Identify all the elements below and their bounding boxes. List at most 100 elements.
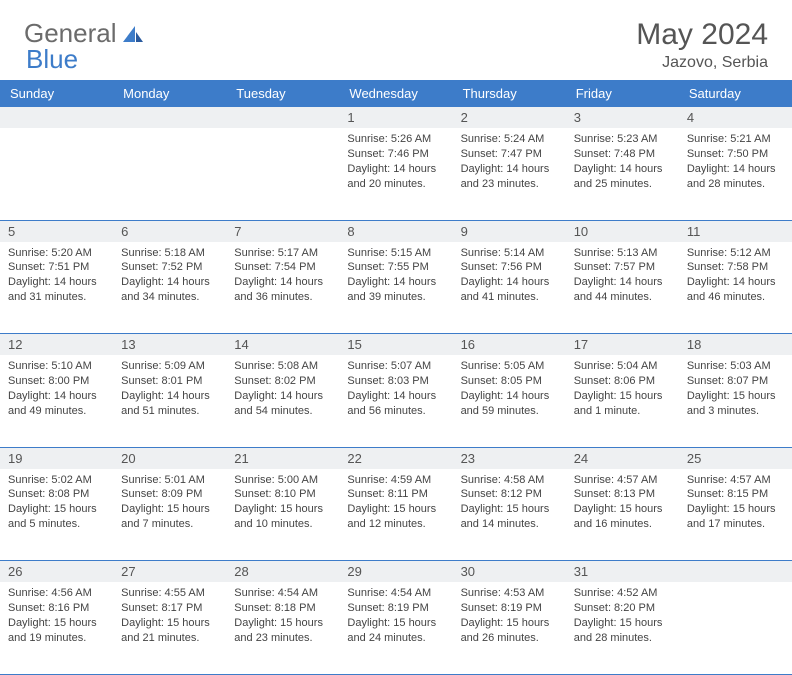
daylight-line: Daylight: 15 hours and 26 minutes. xyxy=(461,616,560,646)
sunrise-line: Sunrise: 5:13 AM xyxy=(574,246,673,261)
day-number xyxy=(0,107,113,128)
day-number-row: 1234 xyxy=(0,107,792,128)
day-details: Sunrise: 5:07 AMSunset: 8:03 PMDaylight:… xyxy=(347,359,446,418)
sunset-line: Sunset: 7:47 PM xyxy=(461,147,560,162)
daylight-line: Daylight: 14 hours and 34 minutes. xyxy=(121,275,220,305)
day-details: Sunrise: 5:09 AMSunset: 8:01 PMDaylight:… xyxy=(121,359,220,418)
sunset-line: Sunset: 7:56 PM xyxy=(461,260,560,275)
sunrise-line: Sunrise: 5:14 AM xyxy=(461,246,560,261)
sunset-line: Sunset: 7:55 PM xyxy=(347,260,446,275)
day-cell: Sunrise: 4:52 AMSunset: 8:20 PMDaylight:… xyxy=(566,582,679,674)
sunrise-line: Sunrise: 5:10 AM xyxy=(8,359,107,374)
sunset-line: Sunset: 8:13 PM xyxy=(574,487,673,502)
day-cell xyxy=(679,582,792,674)
day-number: 13 xyxy=(113,334,226,356)
day-cell: Sunrise: 5:26 AMSunset: 7:46 PMDaylight:… xyxy=(339,128,452,220)
day-cell: Sunrise: 4:53 AMSunset: 8:19 PMDaylight:… xyxy=(453,582,566,674)
sunset-line: Sunset: 8:12 PM xyxy=(461,487,560,502)
day-details: Sunrise: 5:02 AMSunset: 8:08 PMDaylight:… xyxy=(8,473,107,532)
day-number: 21 xyxy=(226,447,339,469)
day-details: Sunrise: 5:00 AMSunset: 8:10 PMDaylight:… xyxy=(234,473,333,532)
sunset-line: Sunset: 8:08 PM xyxy=(8,487,107,502)
sunrise-line: Sunrise: 5:08 AM xyxy=(234,359,333,374)
day-details: Sunrise: 5:01 AMSunset: 8:09 PMDaylight:… xyxy=(121,473,220,532)
sunset-line: Sunset: 8:18 PM xyxy=(234,601,333,616)
sunrise-line: Sunrise: 5:23 AM xyxy=(574,132,673,147)
daylight-line: Daylight: 14 hours and 54 minutes. xyxy=(234,389,333,419)
day-cell: Sunrise: 5:07 AMSunset: 8:03 PMDaylight:… xyxy=(339,355,452,447)
day-details: Sunrise: 5:14 AMSunset: 7:56 PMDaylight:… xyxy=(461,246,560,305)
daylight-line: Daylight: 14 hours and 46 minutes. xyxy=(687,275,786,305)
day-details: Sunrise: 5:15 AMSunset: 7:55 PMDaylight:… xyxy=(347,246,446,305)
day-cell: Sunrise: 5:00 AMSunset: 8:10 PMDaylight:… xyxy=(226,469,339,561)
daylight-line: Daylight: 15 hours and 16 minutes. xyxy=(574,502,673,532)
location: Jazovo, Serbia xyxy=(636,54,768,72)
sunrise-line: Sunrise: 5:18 AM xyxy=(121,246,220,261)
sunset-line: Sunset: 8:05 PM xyxy=(461,374,560,389)
day-content-row: Sunrise: 4:56 AMSunset: 8:16 PMDaylight:… xyxy=(0,582,792,674)
sunset-line: Sunset: 7:57 PM xyxy=(574,260,673,275)
day-details: Sunrise: 5:21 AMSunset: 7:50 PMDaylight:… xyxy=(687,132,786,191)
day-cell: Sunrise: 5:05 AMSunset: 8:05 PMDaylight:… xyxy=(453,355,566,447)
day-details: Sunrise: 5:13 AMSunset: 7:57 PMDaylight:… xyxy=(574,246,673,305)
sunset-line: Sunset: 7:51 PM xyxy=(8,260,107,275)
day-cell: Sunrise: 5:03 AMSunset: 8:07 PMDaylight:… xyxy=(679,355,792,447)
daylight-line: Daylight: 15 hours and 21 minutes. xyxy=(121,616,220,646)
day-number: 20 xyxy=(113,447,226,469)
day-number-row: 262728293031 xyxy=(0,561,792,583)
day-cell: Sunrise: 5:01 AMSunset: 8:09 PMDaylight:… xyxy=(113,469,226,561)
day-details: Sunrise: 4:52 AMSunset: 8:20 PMDaylight:… xyxy=(574,586,673,645)
day-number: 17 xyxy=(566,334,679,356)
day-number: 26 xyxy=(0,561,113,583)
sunrise-line: Sunrise: 5:01 AM xyxy=(121,473,220,488)
weekday-header: Saturday xyxy=(679,80,792,107)
day-number: 28 xyxy=(226,561,339,583)
daylight-line: Daylight: 15 hours and 17 minutes. xyxy=(687,502,786,532)
day-details: Sunrise: 5:08 AMSunset: 8:02 PMDaylight:… xyxy=(234,359,333,418)
day-number xyxy=(226,107,339,128)
day-number: 27 xyxy=(113,561,226,583)
day-number: 30 xyxy=(453,561,566,583)
day-number: 6 xyxy=(113,220,226,242)
day-number: 2 xyxy=(453,107,566,128)
day-number: 8 xyxy=(339,220,452,242)
day-number: 31 xyxy=(566,561,679,583)
day-number: 18 xyxy=(679,334,792,356)
day-details: Sunrise: 4:53 AMSunset: 8:19 PMDaylight:… xyxy=(461,586,560,645)
sunset-line: Sunset: 7:52 PM xyxy=(121,260,220,275)
daylight-line: Daylight: 14 hours and 41 minutes. xyxy=(461,275,560,305)
day-number-row: 12131415161718 xyxy=(0,334,792,356)
sunset-line: Sunset: 8:20 PM xyxy=(574,601,673,616)
day-cell: Sunrise: 5:09 AMSunset: 8:01 PMDaylight:… xyxy=(113,355,226,447)
sunrise-line: Sunrise: 5:15 AM xyxy=(347,246,446,261)
day-cell: Sunrise: 5:10 AMSunset: 8:00 PMDaylight:… xyxy=(0,355,113,447)
daylight-line: Daylight: 15 hours and 24 minutes. xyxy=(347,616,446,646)
sunrise-line: Sunrise: 5:26 AM xyxy=(347,132,446,147)
day-cell: Sunrise: 5:17 AMSunset: 7:54 PMDaylight:… xyxy=(226,242,339,334)
day-number xyxy=(679,561,792,583)
sunset-line: Sunset: 7:50 PM xyxy=(687,147,786,162)
sunset-line: Sunset: 8:09 PM xyxy=(121,487,220,502)
day-number: 19 xyxy=(0,447,113,469)
day-cell: Sunrise: 4:55 AMSunset: 8:17 PMDaylight:… xyxy=(113,582,226,674)
sunrise-line: Sunrise: 5:21 AM xyxy=(687,132,786,147)
sunrise-line: Sunrise: 4:52 AM xyxy=(574,586,673,601)
day-number: 23 xyxy=(453,447,566,469)
day-cell: Sunrise: 4:54 AMSunset: 8:18 PMDaylight:… xyxy=(226,582,339,674)
day-cell: Sunrise: 5:14 AMSunset: 7:56 PMDaylight:… xyxy=(453,242,566,334)
sunrise-line: Sunrise: 4:58 AM xyxy=(461,473,560,488)
daylight-line: Daylight: 14 hours and 20 minutes. xyxy=(347,162,446,192)
sunrise-line: Sunrise: 4:56 AM xyxy=(8,586,107,601)
sunrise-line: Sunrise: 5:07 AM xyxy=(347,359,446,374)
day-number-row: 567891011 xyxy=(0,220,792,242)
daylight-line: Daylight: 14 hours and 39 minutes. xyxy=(347,275,446,305)
weekday-header: Monday xyxy=(113,80,226,107)
weekday-header-row: SundayMondayTuesdayWednesdayThursdayFrid… xyxy=(0,80,792,107)
daylight-line: Daylight: 14 hours and 31 minutes. xyxy=(8,275,107,305)
day-number: 9 xyxy=(453,220,566,242)
day-number: 14 xyxy=(226,334,339,356)
header: General May 2024 Jazovo, Serbia xyxy=(0,0,792,80)
day-cell xyxy=(113,128,226,220)
daylight-line: Daylight: 14 hours and 28 minutes. xyxy=(687,162,786,192)
day-content-row: Sunrise: 5:20 AMSunset: 7:51 PMDaylight:… xyxy=(0,242,792,334)
